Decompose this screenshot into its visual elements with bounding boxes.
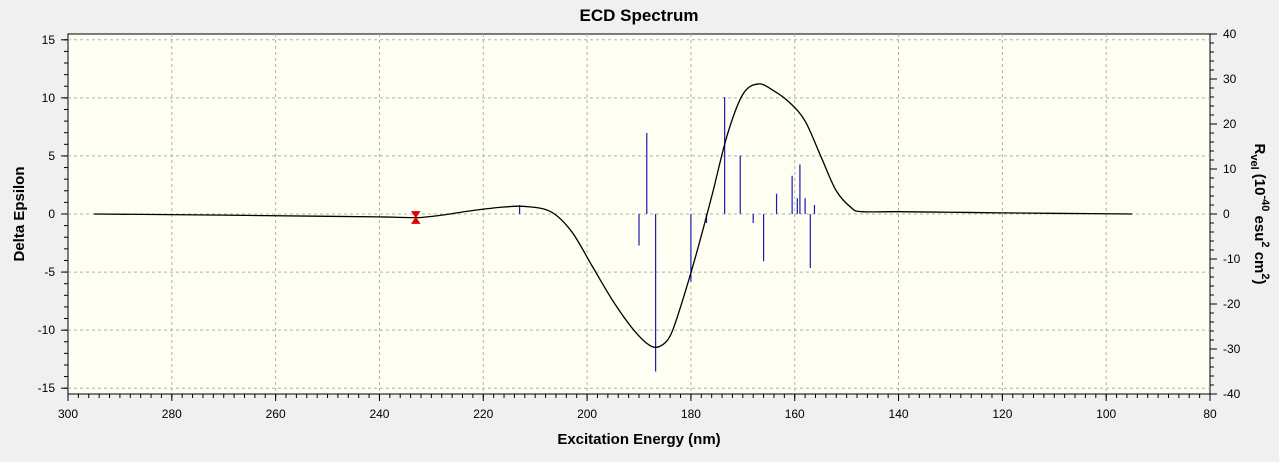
y2-tick-label: -30 (1223, 342, 1241, 356)
x-tick-label: 300 (58, 407, 78, 421)
y2-tick-label: 30 (1223, 72, 1237, 86)
spectrum-curve (93, 83, 1133, 349)
y2-label-sub: vel (1248, 154, 1260, 169)
x-tick-label: 180 (681, 407, 701, 421)
position-marker[interactable] (411, 211, 421, 224)
y2-tick-label: -40 (1223, 387, 1241, 401)
y2-label-base: R (1251, 143, 1268, 154)
x-tick-label: 80 (1203, 407, 1217, 421)
y-tick-label: 15 (42, 33, 56, 47)
x-tick-label: 200 (577, 407, 597, 421)
y-tick-label: 10 (42, 91, 56, 105)
x-tick-label: 220 (473, 407, 493, 421)
marker-layer (411, 211, 421, 224)
x-tick-label: 260 (266, 407, 286, 421)
spectrum-curve-layer (93, 83, 1133, 349)
y2-label-close: ) (1251, 280, 1268, 285)
y2-axis-label: Rvel (10-40 esu2 cm2) (1248, 143, 1271, 284)
y-tick-label: 5 (48, 149, 55, 163)
y2-label-exp3: 2 (1259, 273, 1271, 279)
y2-label-mid: esu (1251, 211, 1268, 241)
y-tick-label: -15 (38, 381, 56, 395)
y2-tick-label: 10 (1223, 162, 1237, 176)
y2-tick-label: 40 (1223, 27, 1237, 41)
x-tick-label: 240 (369, 407, 389, 421)
x-tick-label: 100 (1096, 407, 1116, 421)
y2-label-mid2: cm (1251, 248, 1268, 274)
y2-tick-label: -10 (1223, 252, 1241, 266)
y2-tick-label: 0 (1223, 207, 1230, 221)
y2-tick-label: 20 (1223, 117, 1237, 131)
grid (68, 34, 1210, 394)
y2-label-open: (10 (1251, 170, 1268, 196)
x-tick-label: 120 (992, 407, 1012, 421)
x-tick-label: 280 (162, 407, 182, 421)
x-axis-label: Excitation Energy (nm) (557, 431, 720, 448)
y2-label-exp: -40 (1259, 195, 1271, 211)
y-tick-label: 0 (48, 207, 55, 221)
x-tick-label: 160 (785, 407, 805, 421)
y2-tick-label: -20 (1223, 297, 1241, 311)
y-tick-label: -10 (38, 323, 56, 337)
y-axis-label: Delta Epsilon (11, 166, 28, 261)
axes: 300 280 260 240 220 200 180 160 140 120 100 8015105… (38, 27, 1241, 421)
chart-title: ECD Spectrum (579, 6, 698, 25)
x-tick-label: 140 (889, 407, 909, 421)
y-tick-label: -5 (44, 265, 55, 279)
y2-label-exp2: 2 (1259, 241, 1271, 247)
